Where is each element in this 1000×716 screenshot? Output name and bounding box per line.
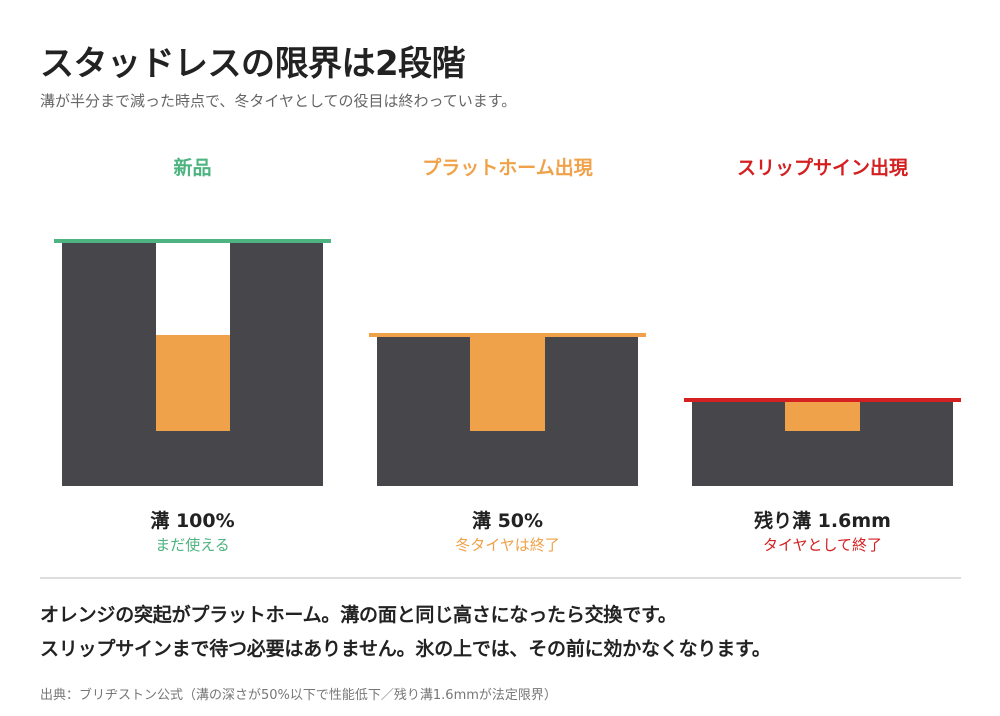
tread-surface-line (369, 333, 646, 337)
platform-bar (156, 335, 230, 431)
groove-caption-platform: 溝 50% (471, 510, 544, 532)
status-new: まだ使える (155, 536, 230, 554)
platform-bar (785, 401, 860, 431)
source-note: 出典：ブリヂストン公式（溝の深さが50%以下で性能低下／残り溝1.6mmが法定限… (40, 688, 557, 703)
message-line-1: オレンジの突起がプラットホーム。溝の面と同じ高さになったら交換です。 (40, 604, 677, 626)
groove (156, 240, 230, 335)
status-platform: 冬タイヤは終了 (455, 536, 560, 554)
tread-surface-line (684, 398, 961, 402)
tread-surface-line (54, 239, 331, 243)
stage-heading-new: 新品 (173, 157, 212, 179)
message-line-2: スリップサインまで待つ必要はありません。氷の上では、その前に効かなくなります。 (40, 638, 771, 660)
divider (40, 577, 961, 579)
page-subtitle: 溝が半分まで減った時点で、冬タイヤとしての役目は終わっています。 (40, 92, 517, 110)
stage-heading-slip: スリップサイン出現 (736, 157, 908, 179)
status-slip: タイヤとして終了 (762, 536, 883, 554)
stage-heading-platform: プラットホーム出現 (422, 157, 593, 179)
platform-bar (470, 336, 545, 431)
groove-caption-new: 溝 100% (150, 510, 235, 532)
page-title: スタッドレスの限界は2段階 (40, 44, 466, 84)
groove-caption-slip: 残り溝 1.6mm (754, 510, 891, 532)
